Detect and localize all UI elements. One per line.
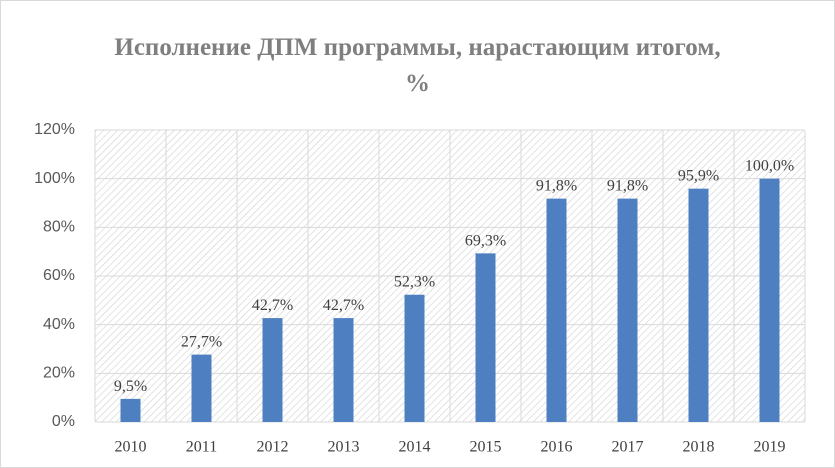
- y-tick-label: 100%: [34, 170, 75, 187]
- x-tick-label: 2015: [470, 439, 502, 456]
- bar: [404, 294, 425, 422]
- bar: [120, 398, 141, 422]
- data-label: 42,7%: [252, 297, 293, 314]
- bar: [688, 188, 709, 422]
- data-label: 27,7%: [181, 334, 222, 351]
- bar: [262, 318, 283, 422]
- y-tick-label: 20%: [43, 365, 75, 382]
- bar: [617, 198, 638, 422]
- x-tick-label: 2013: [328, 439, 360, 456]
- chart-title: Исполнение ДПМ программы, нарастающим ит…: [114, 34, 721, 97]
- data-label: 91,8%: [607, 178, 648, 195]
- x-tick-label: 2011: [186, 439, 217, 456]
- x-tick-label: 2019: [754, 439, 786, 456]
- bar: [759, 178, 780, 422]
- x-tick-label: 2012: [257, 439, 289, 456]
- y-tick-label: 40%: [43, 316, 75, 333]
- data-label: 95,9%: [678, 168, 719, 185]
- x-tick-label: 2018: [683, 439, 715, 456]
- y-tick-label: 120%: [34, 121, 75, 138]
- x-tick-label: 2017: [612, 439, 644, 456]
- data-label: 42,7%: [323, 297, 364, 314]
- y-tick-label: 0%: [52, 413, 75, 430]
- y-tick-label: 80%: [43, 219, 75, 236]
- data-label: 91,8%: [536, 178, 577, 195]
- x-tick-label: 2010: [115, 439, 147, 456]
- y-tick-label: 60%: [43, 267, 75, 284]
- data-label: 100,0%: [745, 158, 794, 175]
- x-tick-label: 2016: [541, 439, 573, 456]
- data-label: 9,5%: [114, 378, 147, 395]
- data-label: 69,3%: [465, 232, 506, 249]
- data-label: 52,3%: [394, 274, 435, 291]
- bar: [191, 354, 212, 422]
- x-tick-label: 2014: [399, 439, 431, 456]
- bar: [333, 318, 354, 422]
- bar: [546, 198, 567, 422]
- bar: [475, 253, 496, 422]
